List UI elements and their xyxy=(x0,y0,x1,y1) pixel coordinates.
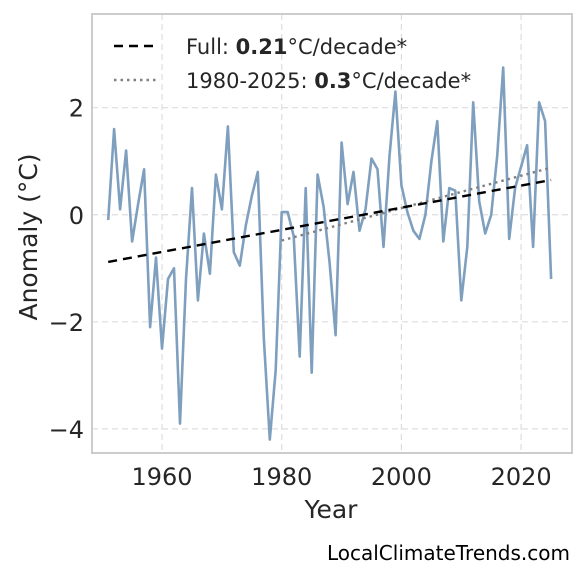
x-tick-label: 1960 xyxy=(131,463,192,491)
legend-recent-suffix: °C/decade* xyxy=(351,69,471,93)
x-axis-title: Year xyxy=(304,495,359,524)
plot-frame xyxy=(91,13,573,454)
legend-recent-label: 1980-2025: 0.3°C/decade* xyxy=(186,69,471,93)
y-tick-label: −2 xyxy=(49,309,84,337)
y-tick-label: −4 xyxy=(49,416,84,444)
trend-recent-line xyxy=(281,166,552,242)
legend: Full: 0.21°C/decade* 1980-2025: 0.3°C/de… xyxy=(114,35,471,93)
y-tick-label: 2 xyxy=(69,95,84,123)
legend-full-prefix: Full: xyxy=(186,35,236,59)
credit-text: LocalClimateTrends.com xyxy=(327,541,570,565)
legend-full-value: 0.21 xyxy=(236,35,288,59)
legend-recent-value: 0.3 xyxy=(314,69,351,93)
y-tick-label: 0 xyxy=(69,202,84,230)
series-layer xyxy=(106,66,553,441)
x-tick-label: 2020 xyxy=(491,463,552,491)
trend-full-line xyxy=(107,178,552,264)
axis-tick-labels: 1960 1980 2000 2020 −4 −2 0 2 xyxy=(49,95,552,491)
y-axis-title: Anomaly (°C) xyxy=(14,153,43,320)
anomaly-series-line xyxy=(106,66,553,441)
legend-full-label: Full: 0.21°C/decade* xyxy=(186,35,407,59)
legend-full-suffix: °C/decade* xyxy=(288,35,408,59)
legend-recent-prefix: 1980-2025: xyxy=(186,69,314,93)
x-tick-label: 1980 xyxy=(251,463,312,491)
x-tick-label: 2000 xyxy=(371,463,432,491)
